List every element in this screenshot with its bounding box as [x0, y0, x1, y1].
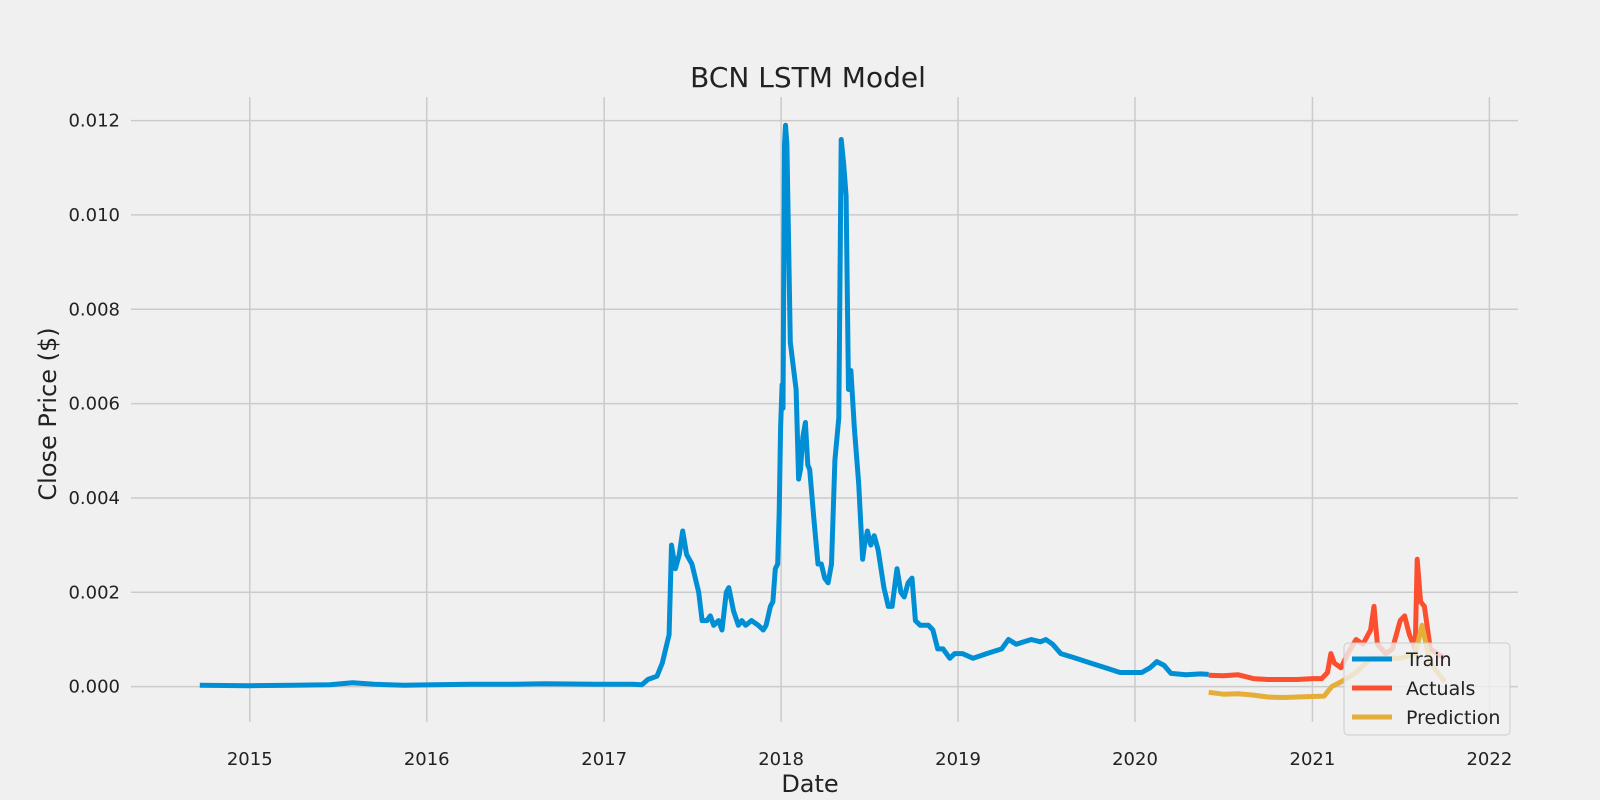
y-tick-label: 0.008: [68, 299, 120, 320]
chart-title: BCN LSTM Model: [690, 61, 926, 94]
x-axis-label: Date: [781, 770, 838, 798]
legend-frame: [1343, 642, 1511, 736]
y-tick-label: 0.006: [68, 394, 120, 415]
legend: Train Actuals Prediction: [1343, 642, 1511, 736]
x-tick-label: 2016: [404, 749, 450, 770]
y-tick-label: 0.010: [68, 205, 120, 226]
series-line-actuals: [1208, 556, 1447, 682]
y-tick-label: 0.000: [68, 677, 120, 698]
y-tick-label: 0.002: [68, 582, 120, 603]
y-tick-label: 0.004: [68, 488, 120, 509]
legend-label-prediction: Prediction: [1406, 707, 1500, 729]
x-tick-label: 2017: [581, 749, 627, 770]
series-line-train: [199, 122, 1209, 689]
y-tick-label: 0.012: [68, 111, 120, 132]
x-tick-label: 2019: [935, 749, 981, 770]
x-tick-label: 2018: [758, 749, 804, 770]
x-tick-label: 2022: [1466, 749, 1512, 770]
x-tick-label: 2020: [1112, 749, 1158, 770]
grid-lines: [131, 97, 1518, 722]
x-tick-label: 2021: [1290, 749, 1336, 770]
y-axis-ticks: 0.000 0.002 0.004 0.006 0.008 0.010 0.012: [68, 111, 120, 698]
x-tick-label: 2015: [227, 749, 273, 770]
legend-entries: Train Actuals Prediction: [1352, 649, 1500, 729]
y-axis-label: Close Price ($): [34, 327, 62, 500]
legend-label-actuals: Actuals: [1406, 678, 1475, 700]
x-axis-ticks: 2015 2016 2017 2018 2019 2020 2021 2022: [227, 749, 1512, 770]
legend-label-train: Train: [1405, 649, 1452, 671]
